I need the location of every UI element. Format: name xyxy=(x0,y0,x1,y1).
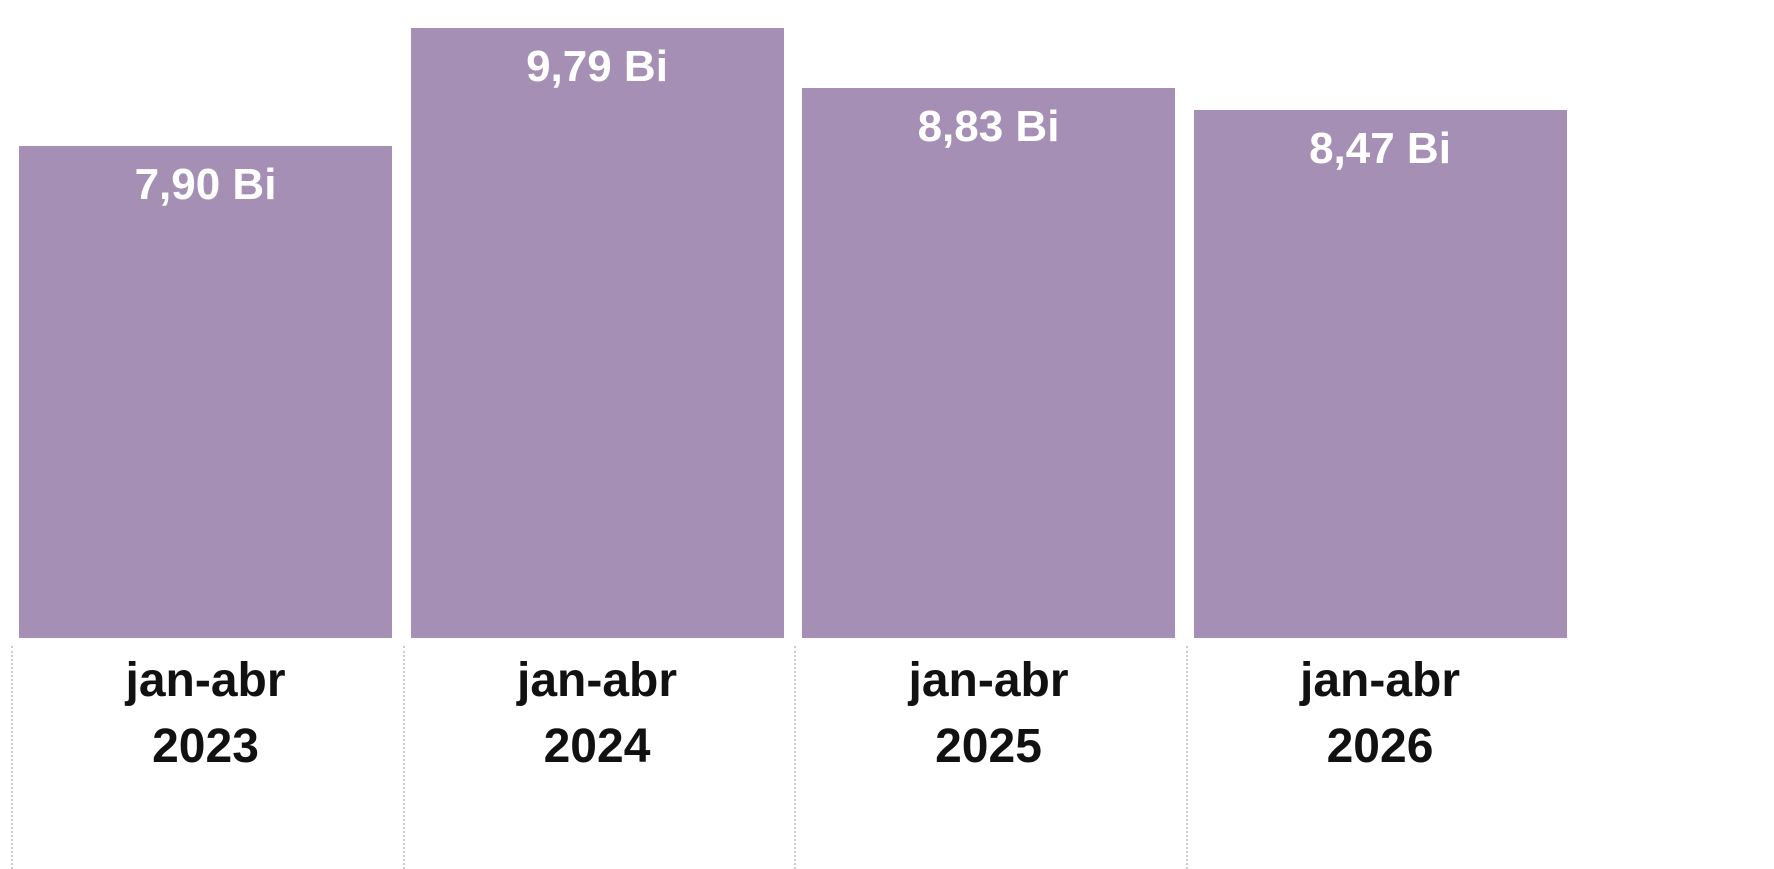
value-label: 7,90 Bi xyxy=(134,159,277,209)
x-tick-label: jan-abr 2023 xyxy=(125,654,286,773)
value-label: 9,79 Bi xyxy=(526,42,668,91)
x-tick-label-box: jan-abr 2023 xyxy=(19,648,392,780)
bar xyxy=(802,87,1175,638)
separator xyxy=(11,646,13,869)
bar xyxy=(410,28,784,638)
bar xyxy=(1193,110,1567,638)
value-label: 8,47 Bi xyxy=(1309,124,1451,174)
x-tick-label: jan-abr 2026 xyxy=(1299,654,1461,773)
x-tick-label-box: jan-abr 2024 xyxy=(411,648,784,780)
x-tick-label: jan-abr 2025 xyxy=(908,654,1069,773)
separator xyxy=(1185,646,1188,869)
bar xyxy=(19,145,392,638)
x-tick-label-box: jan-abr 2026 xyxy=(1194,648,1567,780)
x-tick-label-box: jan-abr 2025 xyxy=(802,648,1175,780)
value-label: 8,83 Bi xyxy=(917,101,1060,151)
separator xyxy=(794,646,796,869)
x-tick-label: jan-abr 2024 xyxy=(516,654,678,773)
separator xyxy=(402,646,405,869)
